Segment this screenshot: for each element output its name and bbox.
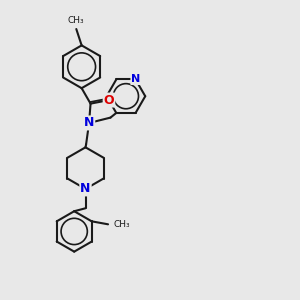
Text: N: N [131,74,140,85]
Text: N: N [80,182,91,195]
Text: N: N [84,116,94,130]
Text: CH₃: CH₃ [68,16,85,26]
Text: CH₃: CH₃ [113,220,130,229]
Text: O: O [104,94,114,106]
